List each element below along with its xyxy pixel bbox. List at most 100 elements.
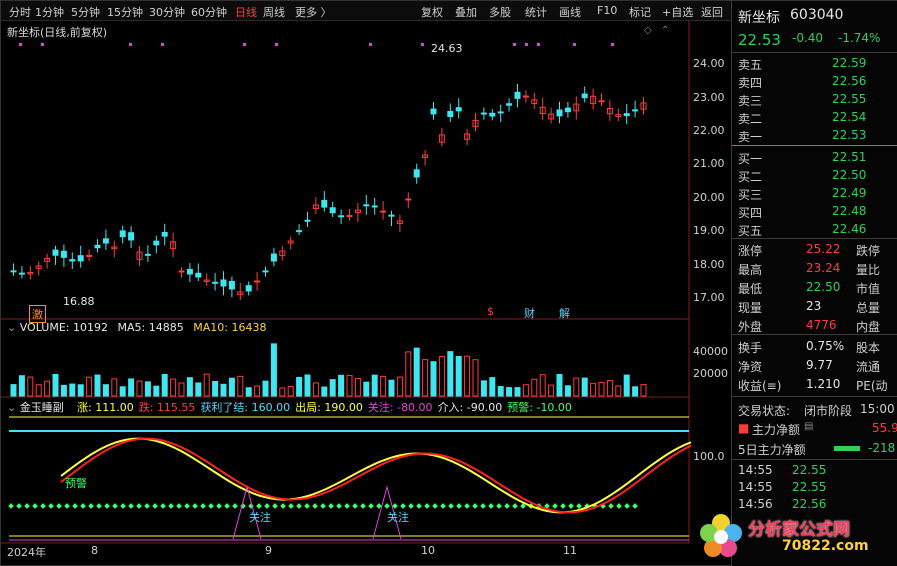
diamond-icon[interactable]: ◇ [644,25,652,36]
volume-value: 10192 [73,321,108,334]
bid-level-label: 买二 [738,170,763,184]
candle-body [60,250,67,258]
stat-row: 净资 9.77 流通 [732,357,897,374]
baseline-marker [472,503,478,509]
chart-canvas[interactable] [1,21,731,566]
volume-bar [161,373,168,397]
divider [732,334,897,335]
indicator-name[interactable]: 金玉睡副 [19,401,64,414]
tab-15min[interactable]: 15分钟 [107,6,143,19]
stat-row: 最低 22.50 市值 [732,279,897,296]
stat-row: 现量 23 总量 [732,298,897,315]
volume-bar [430,361,437,397]
stat-value: 23.24 [806,261,841,275]
baseline-marker [376,503,382,509]
tab-5min[interactable]: 5分钟 [71,6,100,19]
f10-button[interactable]: F10 [597,4,618,17]
indicator-param: 涨: 111.00 [77,401,134,414]
volume-bar [573,377,580,397]
price-tick: 20.00 [693,191,725,204]
volume-bar [590,382,597,397]
tab-intraday[interactable]: 分时 [9,6,31,19]
indicator-param-label: 出局: [295,401,321,414]
tab-weekly[interactable]: 周线 [263,6,285,19]
volume-bar [94,374,101,397]
volume-bar [606,380,613,397]
tab-30min[interactable]: 30分钟 [149,6,185,19]
price-tick: 17.00 [693,291,725,304]
volume-bar [212,380,219,397]
volume-bar [480,380,487,397]
volume-bar [455,355,462,397]
multi-stock-button[interactable]: 多股 [489,6,511,19]
candle-body [195,272,202,278]
candle-body [438,134,445,143]
overlay-button[interactable]: 叠加 [455,6,477,19]
tab-more[interactable]: 更多 〉 [295,6,332,19]
ask-price: 22.55 [832,92,867,106]
candle-body [606,107,613,115]
tick-row: 14:55 22.55 [732,462,897,479]
trade-time: 15:00 [860,402,895,416]
baseline-marker [32,503,38,509]
candle-body [287,240,294,244]
high-price-label: 24.63 [431,42,463,55]
candle-body [69,259,76,262]
candle-body [531,99,538,105]
mark-button[interactable]: 标记 [629,6,651,19]
candle-body [228,280,235,290]
chevron-up-icon[interactable]: ⌃ [661,25,670,36]
baseline-marker [456,503,462,509]
volume-bar [422,359,429,397]
add-watchlist-button[interactable]: +自选 [662,6,694,19]
bid-price: 22.48 [832,204,867,218]
draw-line-button[interactable]: 画线 [559,6,581,19]
bid-level-label: 买五 [738,224,763,238]
bid-row: 买一 22.51 [732,149,897,166]
stat-value: 25.22 [806,242,841,256]
stat-label: 涨停 [738,244,763,258]
baseline-marker [344,503,350,509]
candle-body [128,232,135,241]
divider [732,459,897,460]
event-marker-unlock[interactable]: 解 [559,307,570,320]
candle-body [346,214,353,217]
chart-area[interactable]: 新坐标(日线,前复权) ◇ ⌃ 24.63 16.88 24.00 23.00 … [1,21,731,566]
restore-rights-button[interactable]: 复权 [421,6,443,19]
bid-price: 22.51 [832,150,867,164]
bid-row: 买二 22.50 [732,167,897,184]
event-marker-dividend[interactable]: $ [487,305,494,318]
baseline-marker [208,503,214,509]
ask-price: 22.54 [832,110,867,124]
event-marker-finance[interactable]: 财 [524,307,535,320]
volume-bar [245,387,252,397]
volume-bar [312,382,319,397]
baseline-marker [176,503,182,509]
main-net5-value: -218 [868,441,896,455]
statistics-button[interactable]: 统计 [525,6,547,19]
tab-60min[interactable]: 60分钟 [191,6,227,19]
volume-header: ⌄ VOLUME: 10192 MA5: 14885 MA10: 16438 [7,321,267,334]
event-marker-incentive[interactable]: 激 [29,305,46,323]
back-button[interactable]: 返回 [701,6,723,19]
divider [732,52,897,53]
ask-level-label: 卖二 [738,112,763,126]
stat-label: 收益(≡) [738,379,782,393]
tick-time: 14:55 [738,480,773,494]
site-logo: 分析家公式网 70822.com [694,507,894,563]
baseline-marker [224,503,230,509]
tab-daily[interactable]: 日线 [235,6,257,19]
baseline-marker [392,503,398,509]
volume-bar [338,374,345,397]
list-icon[interactable]: ▤ [804,421,814,432]
tab-1min[interactable]: 1分钟 [35,6,64,19]
candle-body [262,270,269,273]
baseline-marker [520,503,526,509]
net5-bar [834,446,860,451]
low-price-label: 16.88 [63,295,95,308]
volume-bar [270,343,277,397]
candle-body [10,270,17,273]
main-net-label: 主力净额 [752,423,801,437]
baseline-marker [8,503,14,509]
x-axis-label: 11 [563,544,577,557]
